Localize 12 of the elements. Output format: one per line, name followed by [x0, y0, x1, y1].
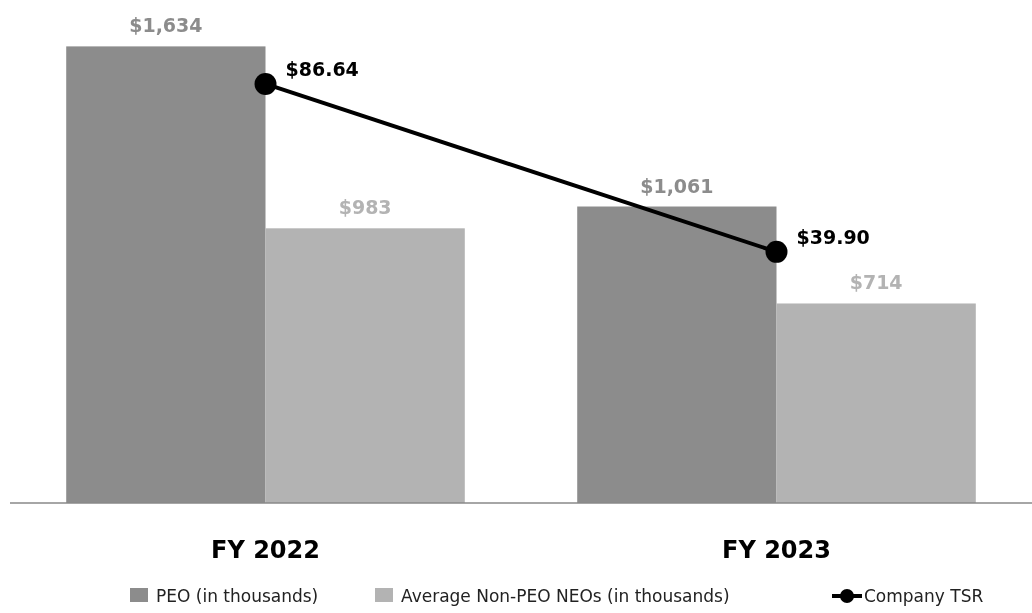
data-label: $86.64	[285, 57, 359, 80]
x-tick-label: FY 2022	[211, 536, 320, 564]
data-label: $1,634	[129, 14, 203, 37]
bar	[776, 303, 976, 503]
data-label: $39.90	[796, 225, 870, 248]
data-label: $1,061	[640, 174, 714, 197]
data-label: $714	[849, 271, 903, 294]
x-tick-label: FY 2023	[722, 536, 831, 564]
data-label: $983	[338, 196, 392, 219]
legend-label: Average Non-PEO NEOs (in thousands)	[401, 586, 730, 606]
legend-label: PEO (in thousands)	[156, 586, 319, 606]
legend-label: Company TSR	[864, 586, 984, 606]
